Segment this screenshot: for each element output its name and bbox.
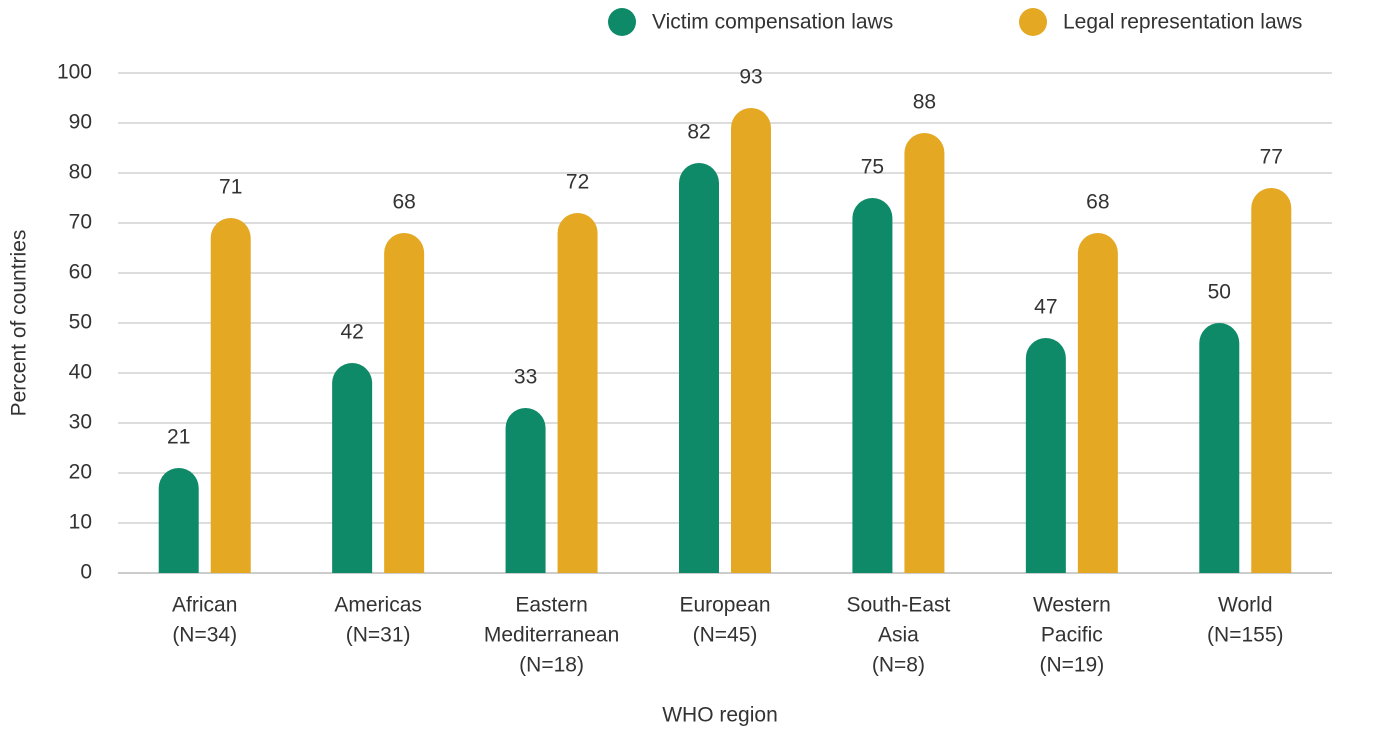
x-tick-label: (N=45) [693,624,758,647]
y-tick-label: 20 [69,461,92,484]
x-tick-label: Pacific [1041,624,1103,647]
y-tick-label: 60 [69,261,92,284]
value-label: 88 [913,91,936,114]
legend-label: Legal representation laws [1063,11,1302,34]
x-tick-label: Eastern [515,594,587,617]
value-label: 42 [340,321,363,344]
value-label: 68 [392,191,415,214]
x-tick-label: South-East [846,594,950,617]
bar [904,133,945,573]
x-tick-label: Mediterranean [484,624,619,647]
bar [679,163,719,573]
y-axis-label: Percent of countries [8,230,31,417]
bar [158,468,199,573]
value-label: 77 [1260,146,1283,169]
y-tick-label: 90 [69,111,92,134]
x-tick-label: Asia [878,624,919,647]
bar [731,108,771,573]
y-tick-label: 50 [69,311,92,334]
y-tick-label: 0 [80,561,92,584]
value-label: 68 [1086,191,1109,214]
y-tick-label: 40 [69,361,92,384]
value-label: 33 [514,366,537,389]
x-axis-label: WHO region [662,704,778,727]
value-label: 50 [1208,281,1231,304]
y-tick-label: 80 [69,161,92,184]
y-tick-label: 70 [69,211,92,234]
bar [852,198,893,574]
x-tick-label: Americas [334,594,422,617]
value-label: 71 [219,176,242,199]
y-tick-label: 100 [57,61,92,84]
value-label: 93 [739,66,762,89]
x-tick-label: (N=34) [172,624,237,647]
bar [332,363,373,573]
x-tick-label: (N=155) [1207,624,1283,647]
legend-marker [1019,8,1047,36]
x-tick-label: African [172,594,237,617]
bar [1025,338,1066,573]
x-tick-label: Western [1033,594,1111,617]
x-tick-label: (N=31) [346,624,411,647]
value-label: 47 [1034,296,1057,319]
legend-marker [608,8,636,36]
legend-label: Victim compensation laws [652,11,893,34]
bar [1077,233,1118,574]
value-label: 72 [566,171,589,194]
bar [557,213,598,574]
x-tick-label: World [1218,594,1272,617]
bar [505,408,546,573]
x-tick-label: (N=18) [519,654,584,677]
x-tick-label: European [679,594,770,617]
y-tick-label: 10 [69,511,92,534]
value-label: 75 [861,156,884,179]
y-tick-label: 30 [69,411,92,434]
x-tick-label: (N=19) [1039,654,1104,677]
bar [210,218,251,574]
value-label: 82 [687,121,710,144]
value-label: 21 [167,426,190,449]
x-tick-label: (N=8) [872,654,925,677]
bar [384,233,425,574]
bar [1251,188,1292,574]
bar [1199,323,1240,573]
